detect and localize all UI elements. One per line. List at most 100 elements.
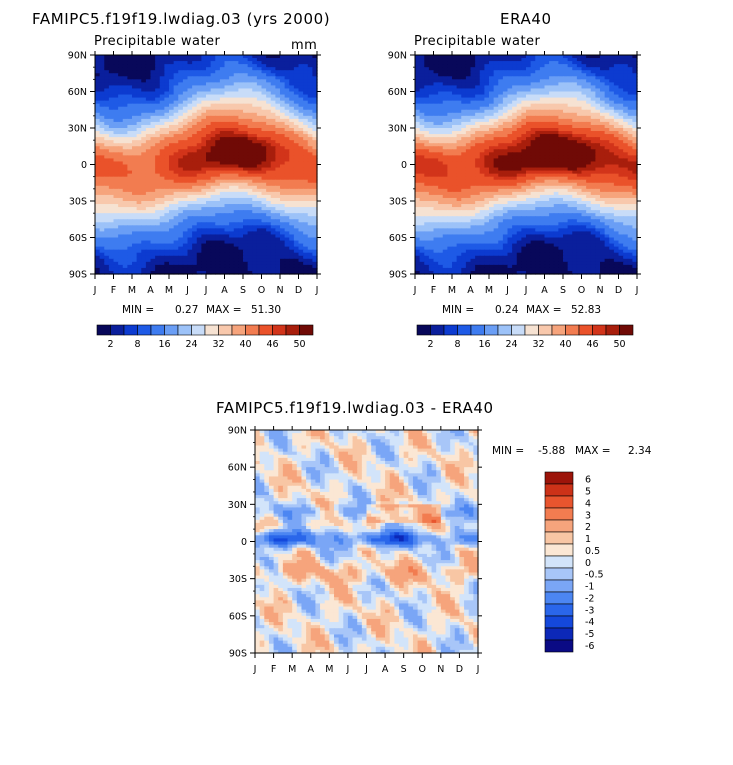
heatmap-cell [553,121,559,126]
heatmap-cell [178,225,184,229]
heatmap-cell [572,70,578,74]
heatmap-cell [256,55,263,59]
heatmap-cell [187,149,193,153]
heatmap-cell [526,94,532,99]
heatmap-cell [243,213,249,217]
heatmap-cell [266,204,272,208]
heatmap-cell [595,73,601,77]
heatmap-cell [275,270,281,275]
heatmap-cell [526,131,532,135]
heatmap-cell [247,85,253,90]
heatmap-cell [252,149,258,153]
heatmap-cell [238,197,244,202]
heatmap-cell [150,219,156,223]
heatmap-cell [192,222,198,226]
heatmap-cell [122,258,128,263]
heatmap-cell [169,118,175,123]
heatmap-cell [526,88,532,93]
heatmap-cell [201,79,207,83]
heatmap-cell [113,61,119,65]
heatmap-cell [284,179,290,184]
heatmap-cell [164,121,170,126]
heatmap-cell [155,270,161,275]
heatmap-cell [465,137,472,141]
heatmap-cell [535,118,541,123]
heatmap-cell [595,61,601,65]
heatmap-cell [206,246,212,251]
heatmap-cell [99,261,105,266]
heatmap-cell [155,140,161,144]
heatmap-cell [187,188,193,193]
heatmap-cell [590,106,596,111]
heatmap-cell [433,55,439,59]
heatmap-cell [104,137,110,141]
heatmap-cell [178,91,184,96]
heatmap-cell [201,176,207,181]
heatmap-cell [293,67,300,71]
heatmap-cell [136,213,142,217]
heatmap-cell [169,149,175,153]
heatmap-cell [252,55,258,59]
heatmap-cell [298,161,304,166]
heatmap-cell [419,97,425,102]
heatmap-cell [530,73,536,77]
heatmap-cell [243,91,249,96]
heatmap-cell [261,255,267,260]
heatmap-cell [549,97,555,102]
heatmap-cell [159,267,165,272]
heatmap-cell [452,70,458,74]
heatmap-cell [104,231,110,236]
heatmap-cell [210,161,216,166]
heatmap-cell [595,94,601,99]
heatmap-cell [187,225,193,229]
heatmap-cell [289,243,295,248]
heatmap-cell [447,55,453,59]
heatmap-cell [252,258,258,263]
heatmap-cell [623,94,629,99]
heatmap-cell [567,103,573,108]
heatmap-cell [108,222,115,226]
heatmap-cell [465,121,472,126]
heatmap-cell [461,67,467,71]
heatmap-cell [104,240,110,245]
heatmap-cell [284,182,290,187]
heatmap-cell [104,197,110,202]
heatmap-cell [219,118,226,123]
heatmap-cell [604,97,610,102]
heatmap-cell [127,270,133,275]
heatmap-cell [256,267,263,272]
heatmap-cell [182,140,189,144]
heatmap-cell [196,149,202,153]
heatmap-cell [293,261,300,266]
heatmap-cell [182,67,189,71]
heatmap-cell [127,246,133,251]
heatmap-cell [307,97,313,102]
heatmap-cell [233,118,239,123]
heatmap-cell [173,234,179,239]
heatmap-cell [419,131,425,135]
heatmap-cell [475,134,481,138]
heatmap-cell [233,176,239,181]
heatmap-cell [99,179,105,184]
heatmap-cell [182,246,189,251]
heatmap-cell [632,76,638,80]
heatmap-cell [178,164,184,169]
heatmap-cell [224,267,230,272]
heatmap-cell [201,243,207,248]
heatmap-cell [118,128,124,132]
heatmap-cell [150,64,156,68]
heatmap-cell [122,170,128,175]
heatmap-cell [145,131,152,135]
heatmap-cell [238,76,244,80]
heatmap-cell [219,140,226,144]
heatmap-cell [182,100,189,105]
heatmap-cell [210,158,216,163]
heatmap-cell [590,128,596,132]
heatmap-cell [567,85,573,90]
heatmap-cell [169,112,175,117]
heatmap-cell [512,79,518,83]
heatmap-cell [609,91,615,96]
heatmap-cell [567,121,573,126]
heatmap-cell [502,143,509,147]
heatmap-cell [419,76,425,80]
